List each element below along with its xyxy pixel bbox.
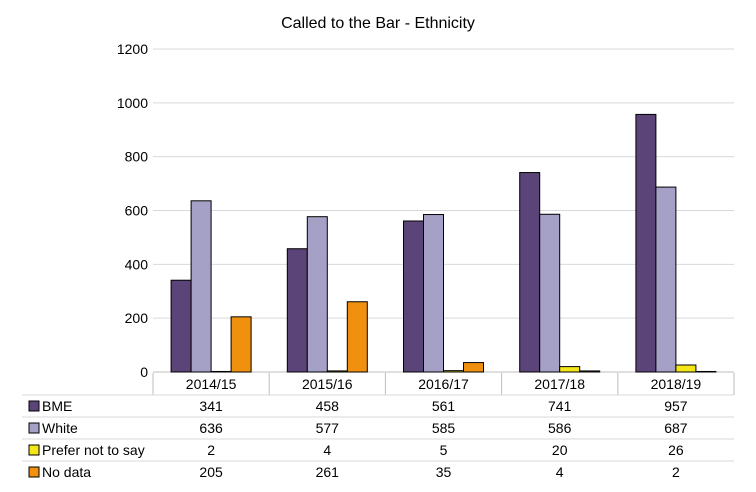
bar-white xyxy=(423,214,444,373)
data-label: 26 xyxy=(668,442,684,458)
bar-no-data xyxy=(463,362,484,373)
legend-label: Prefer not to say xyxy=(42,442,145,458)
chart-title: Called to the Bar - Ethnicity xyxy=(281,15,475,32)
data-label: 458 xyxy=(316,398,340,414)
bar-prefer-not-to-say xyxy=(210,370,232,373)
data-label: 741 xyxy=(548,398,572,414)
y-tick-label: 200 xyxy=(125,310,149,326)
data-label: 4 xyxy=(323,442,331,458)
data-table: 2014/15 2015/16 2016/17 2017/18 2018/19 BME 34… xyxy=(22,373,735,480)
data-label: 585 xyxy=(432,420,456,436)
bar-bme xyxy=(170,279,192,373)
bar-prefer-not-to-say xyxy=(559,366,581,373)
bar-bme xyxy=(635,113,657,373)
data-label: 20 xyxy=(552,442,568,458)
bar-bme xyxy=(519,172,541,373)
bar-prefer-not-to-say xyxy=(443,370,464,373)
bar-white xyxy=(655,186,677,373)
data-label: 35 xyxy=(436,464,452,480)
y-tick-label: 800 xyxy=(125,149,149,165)
bar-no-data xyxy=(579,370,601,373)
bar-bme xyxy=(286,248,308,373)
bar-no-data xyxy=(346,301,368,373)
bar-no-data xyxy=(230,316,252,373)
data-label: 957 xyxy=(664,398,688,414)
y-axis-ticks: 0 200 400 600 800 1000 1200 xyxy=(117,41,148,380)
x-tick-label: 2018/19 xyxy=(651,376,702,392)
data-label: 2 xyxy=(672,464,680,480)
legend-label: White xyxy=(42,420,78,436)
y-tick-label: 0 xyxy=(140,364,148,380)
data-label: 341 xyxy=(199,398,223,414)
x-tick-label: 2015/16 xyxy=(302,376,353,392)
bars xyxy=(170,113,717,373)
bar-prefer-not-to-say xyxy=(326,370,348,373)
legend-swatch xyxy=(28,422,40,434)
y-tick-label: 1200 xyxy=(117,41,148,57)
data-label: 261 xyxy=(316,464,340,480)
bar-white xyxy=(306,216,328,373)
y-tick-label: 1000 xyxy=(117,95,148,111)
data-label: 5 xyxy=(440,442,448,458)
bar-no-data xyxy=(695,370,717,373)
data-label: 586 xyxy=(548,420,572,436)
legend-label: No data xyxy=(42,464,91,480)
legend-swatch xyxy=(28,466,40,478)
bar-white xyxy=(190,200,212,373)
bar-white xyxy=(539,213,561,373)
data-label: 636 xyxy=(199,420,223,436)
y-tick-label: 600 xyxy=(125,203,149,219)
legend-swatch xyxy=(28,400,40,412)
legend-swatch xyxy=(28,444,40,456)
data-label: 2 xyxy=(207,442,215,458)
x-tick-label: 2016/17 xyxy=(418,376,469,392)
data-label: 4 xyxy=(556,464,564,480)
data-label: 687 xyxy=(664,420,688,436)
data-label: 561 xyxy=(432,398,456,414)
data-label: 205 xyxy=(199,464,223,480)
y-tick-label: 400 xyxy=(125,256,149,272)
x-tick-label: 2014/15 xyxy=(186,376,237,392)
bar-prefer-not-to-say xyxy=(675,364,697,373)
data-label: 577 xyxy=(316,420,340,436)
bar-bme xyxy=(403,220,424,373)
legend-label: BME xyxy=(42,398,72,414)
x-tick-label: 2017/18 xyxy=(534,376,585,392)
